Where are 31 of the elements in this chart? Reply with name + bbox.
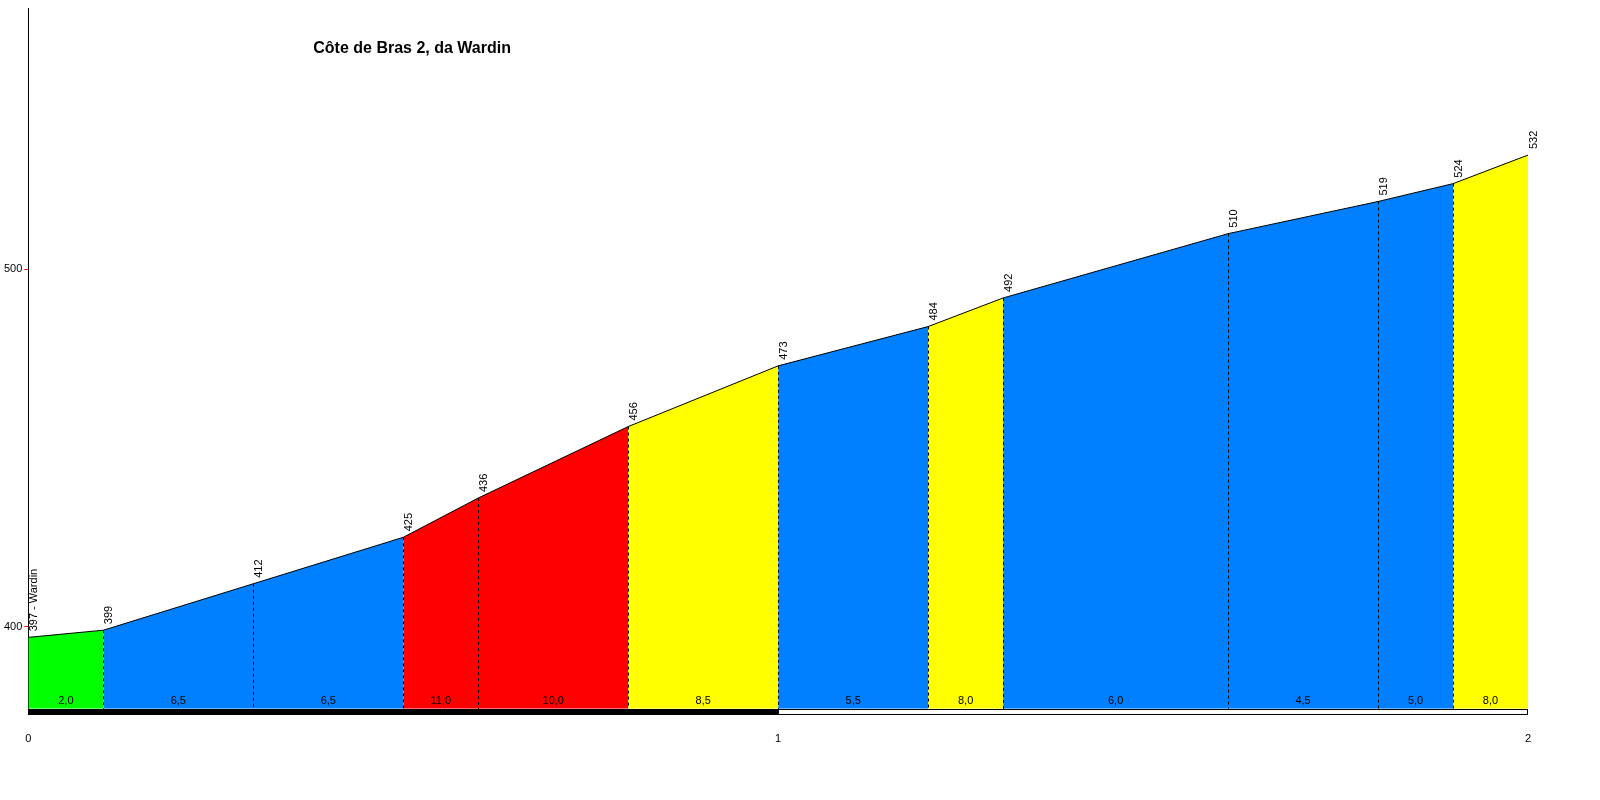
x-tick-label: 0: [25, 732, 32, 745]
data-label: 412: [252, 559, 265, 578]
annotation: 6,5: [320, 694, 336, 707]
data-label: 397 - Wardin: [27, 568, 40, 632]
data-label: 456: [627, 402, 640, 421]
y-tick-label: 400: [3, 619, 23, 632]
data-label: 532: [1527, 130, 1540, 150]
data-label: 484: [927, 302, 940, 321]
x-tick-label: 1: [775, 732, 782, 745]
annotation: 10,0: [542, 694, 564, 707]
annotation: 2,0: [58, 694, 74, 707]
data-label: 436: [477, 473, 490, 493]
annotation: 6,5: [170, 694, 186, 707]
annotation: 5,5: [845, 694, 861, 707]
annotation: 8,5: [695, 694, 711, 707]
annotation: 4,5: [1295, 694, 1311, 707]
data-label: 425: [402, 512, 415, 532]
annotation: 6,0: [1107, 694, 1124, 707]
data-label: 473: [777, 341, 790, 360]
data-label: 519: [1377, 177, 1390, 196]
annotation: 8,0: [1482, 694, 1499, 707]
text: Côte de Bras 2, da Wardin: [313, 39, 511, 57]
annotation: 5,0: [1407, 694, 1424, 707]
y-tick-label: 500: [3, 262, 23, 275]
x-tick-label: 2: [1524, 732, 1532, 745]
data-label: 524: [1452, 159, 1465, 178]
data-label: 510: [1227, 209, 1240, 228]
data-label: 399: [102, 605, 115, 625]
annotation: 11,0: [430, 694, 452, 707]
data-label: 492: [1002, 273, 1015, 292]
annotation: 8,0: [957, 694, 974, 707]
